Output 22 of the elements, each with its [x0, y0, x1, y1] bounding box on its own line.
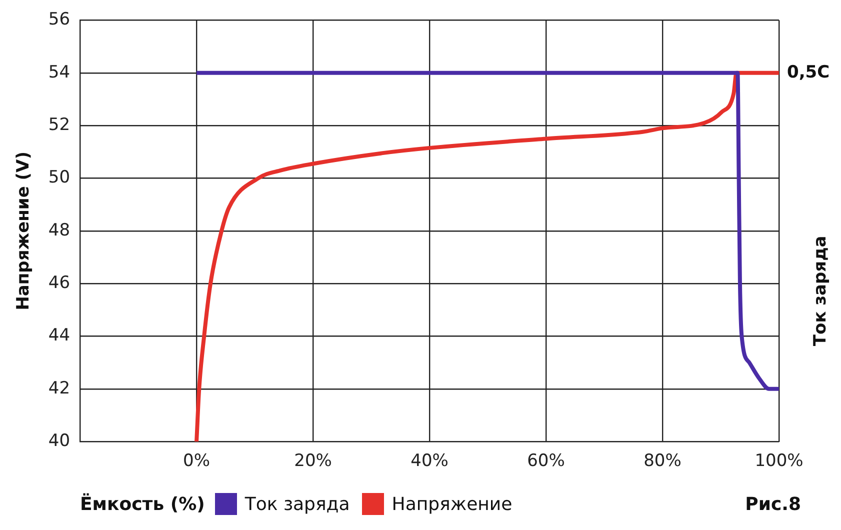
y-tick-label: 56 — [48, 10, 70, 30]
x-tick-label: 0% — [183, 451, 210, 472]
annotation: 0,5C — [787, 62, 830, 82]
y-tick-label: 42 — [48, 378, 70, 398]
y-tick-label: 50 — [48, 168, 70, 188]
x-tick-label: 20% — [294, 451, 332, 472]
x-tick-label: 60% — [527, 451, 565, 472]
x-tick-label: 80% — [644, 451, 682, 472]
legend-label: Напряжение — [392, 494, 512, 514]
y2-axis-title: Ток заряда — [810, 236, 830, 346]
y-axis-title: Напряжение (V) — [14, 152, 34, 310]
y-tick-label: 44 — [48, 326, 70, 346]
x-tick-label: 100% — [754, 451, 804, 472]
y-tick-label: 54 — [48, 62, 70, 82]
text: Рис.8 — [745, 494, 801, 514]
y-tick-label: 52 — [48, 114, 70, 135]
y-tick-label: 46 — [48, 272, 70, 293]
y-tick-label: 48 — [48, 220, 70, 240]
y-tick-label: 40 — [48, 431, 70, 452]
x-tick-label: 40% — [410, 451, 448, 472]
legend-label: Ток заряда — [244, 494, 350, 514]
x-axis-title: Ёмкость (%) — [80, 494, 205, 514]
